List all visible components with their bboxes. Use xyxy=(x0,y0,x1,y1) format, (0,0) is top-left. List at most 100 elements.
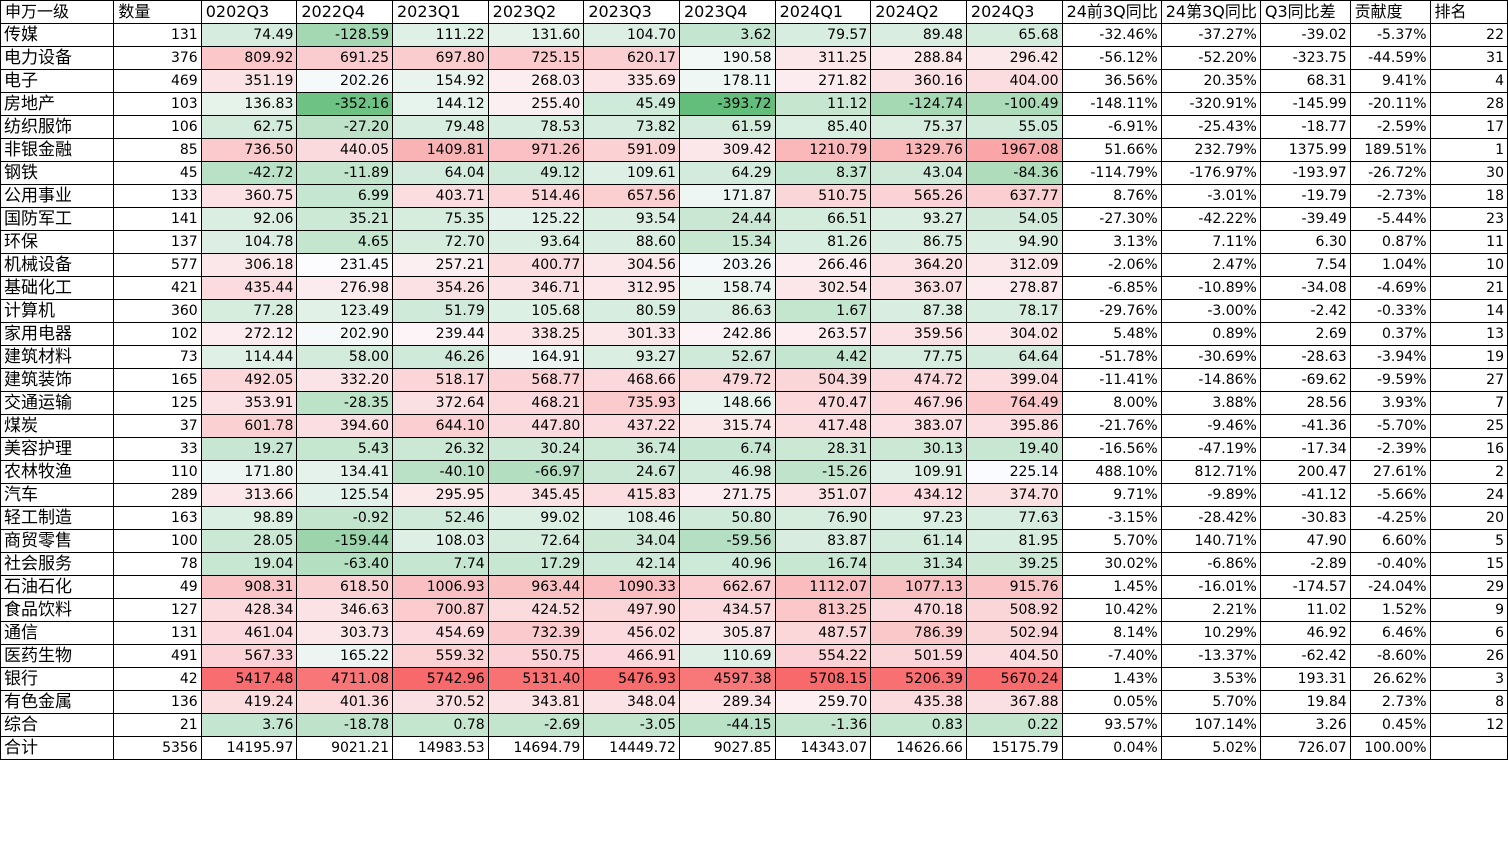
cell-q7[interactable]: 75.37 xyxy=(870,115,967,139)
cell-q5[interactable]: 52.67 xyxy=(678,345,776,369)
cell-contrib[interactable]: 1.04% xyxy=(1349,253,1431,277)
cell-yoy3q[interactable]: -114.79% xyxy=(1061,161,1162,185)
cell-q3[interactable]: 550.75 xyxy=(487,644,585,668)
cell-rank[interactable]: 13 xyxy=(1429,322,1508,346)
cell-q7[interactable]: 87.38 xyxy=(870,299,967,323)
cell-diff[interactable]: -193.97 xyxy=(1259,161,1351,185)
cell-q8[interactable]: 278.87 xyxy=(965,276,1063,300)
cell-rank[interactable]: 19 xyxy=(1429,345,1508,369)
cell-q4[interactable]: 1090.33 xyxy=(583,575,680,599)
cell-diff[interactable]: 6.30 xyxy=(1259,230,1351,254)
cell-contrib[interactable]: -2.39% xyxy=(1349,437,1431,461)
cell-q5[interactable]: 662.67 xyxy=(678,575,776,599)
cell-q3[interactable]: 268.03 xyxy=(487,69,585,93)
cell-q1[interactable]: 401.36 xyxy=(296,690,393,714)
cell-q6[interactable]: 417.48 xyxy=(774,414,872,438)
cell-q7[interactable]: 31.34 xyxy=(870,552,967,576)
cell-q7[interactable]: 43.04 xyxy=(870,161,967,185)
cell-q6[interactable]: 1.67 xyxy=(774,299,872,323)
cell-q4[interactable]: 312.95 xyxy=(583,276,680,300)
cell-rank[interactable]: 1 xyxy=(1429,138,1508,162)
cell-q6[interactable]: 5708.15 xyxy=(774,667,872,691)
cell-q7[interactable]: 565.26 xyxy=(870,184,967,208)
cell-yoy3q[interactable]: 5.70% xyxy=(1061,529,1162,553)
column-header-q8[interactable]: 2024Q3 xyxy=(965,0,1063,24)
cell-count[interactable]: 136 xyxy=(113,690,202,714)
cell-q5[interactable]: 309.42 xyxy=(678,138,776,162)
cell-q8[interactable]: 55.05 xyxy=(965,115,1063,139)
cell-q1[interactable]: -11.89 xyxy=(296,161,393,185)
cell-yoy3q[interactable]: -21.76% xyxy=(1061,414,1162,438)
cell-yoyq3[interactable]: -37.27% xyxy=(1160,23,1261,47)
cell-q8[interactable]: 1967.08 xyxy=(965,138,1063,162)
cell-q1[interactable]: 6.99 xyxy=(296,184,393,208)
cell-yoyq3[interactable]: -6.86% xyxy=(1160,552,1261,576)
cell-count[interactable]: 73 xyxy=(113,345,202,369)
cell-diff[interactable]: 3.26 xyxy=(1259,713,1351,737)
cell-name[interactable]: 银行 xyxy=(0,667,115,691)
cell-q7[interactable]: 364.20 xyxy=(870,253,967,277)
cell-contrib[interactable]: 0.37% xyxy=(1349,322,1431,346)
cell-q5[interactable]: 3.62 xyxy=(678,23,776,47)
cell-diff[interactable]: -174.57 xyxy=(1259,575,1351,599)
cell-q8[interactable]: 65.68 xyxy=(965,23,1063,47)
cell-q0[interactable]: -42.72 xyxy=(200,161,298,185)
cell-q1[interactable]: 134.41 xyxy=(296,460,393,484)
cell-q8[interactable]: -84.36 xyxy=(965,161,1063,185)
cell-q4[interactable]: 437.22 xyxy=(583,414,680,438)
cell-yoyq3[interactable]: -30.69% xyxy=(1160,345,1261,369)
cell-q3[interactable]: 447.80 xyxy=(487,414,585,438)
cell-yoy3q[interactable]: -56.12% xyxy=(1061,46,1162,70)
cell-name[interactable]: 电子 xyxy=(0,69,115,93)
cell-yoyq3[interactable]: -42.22% xyxy=(1160,207,1261,231)
cell-q6[interactable]: 28.31 xyxy=(774,437,872,461)
cell-count[interactable]: 127 xyxy=(113,598,202,622)
cell-q3[interactable]: 424.52 xyxy=(487,598,585,622)
cell-yoyq3[interactable]: -13.37% xyxy=(1160,644,1261,668)
cell-q8[interactable]: 404.00 xyxy=(965,69,1063,93)
cell-yoyq3[interactable]: 7.11% xyxy=(1160,230,1261,254)
cell-q3[interactable]: 732.39 xyxy=(487,621,585,645)
cell-q7[interactable]: 467.96 xyxy=(870,391,967,415)
cell-yoy3q[interactable]: -51.78% xyxy=(1061,345,1162,369)
cell-q4[interactable]: 104.70 xyxy=(583,23,680,47)
cell-q6[interactable]: 83.87 xyxy=(774,529,872,553)
cell-name[interactable]: 有色金属 xyxy=(0,690,115,714)
cell-name[interactable]: 煤炭 xyxy=(0,414,115,438)
cell-yoyq3[interactable]: 5.70% xyxy=(1160,690,1261,714)
cell-count[interactable]: 102 xyxy=(113,322,202,346)
cell-name[interactable]: 家用电器 xyxy=(0,322,115,346)
cell-q7[interactable]: 470.18 xyxy=(870,598,967,622)
cell-yoy3q[interactable]: 30.02% xyxy=(1061,552,1162,576)
cell-yoy3q[interactable]: 1.45% xyxy=(1061,575,1162,599)
cell-diff[interactable]: -41.36 xyxy=(1259,414,1351,438)
cell-contrib[interactable]: -9.59% xyxy=(1349,368,1431,392)
cell-contrib[interactable]: 9.41% xyxy=(1349,69,1431,93)
cell-q3[interactable]: 72.64 xyxy=(487,529,585,553)
cell-count[interactable]: 131 xyxy=(113,621,202,645)
cell-name[interactable]: 机械设备 xyxy=(0,253,115,277)
cell-q2[interactable]: 5742.96 xyxy=(392,667,489,691)
cell-rank[interactable]: 9 xyxy=(1429,598,1508,622)
cell-q3[interactable]: 105.68 xyxy=(487,299,585,323)
cell-q1[interactable]: 276.98 xyxy=(296,276,393,300)
cell-yoyq3[interactable]: 20.35% xyxy=(1160,69,1261,93)
cell-q1[interactable]: 202.90 xyxy=(296,322,393,346)
cell-q1[interactable]: 691.25 xyxy=(296,46,393,70)
cell-q5[interactable]: 50.80 xyxy=(678,506,776,530)
cell-q8[interactable]: 374.70 xyxy=(965,483,1063,507)
cell-yoyq3[interactable]: 107.14% xyxy=(1160,713,1261,737)
cell-contrib[interactable]: 6.60% xyxy=(1349,529,1431,553)
cell-diff[interactable]: -18.77 xyxy=(1259,115,1351,139)
cell-yoyq3[interactable]: 3.88% xyxy=(1160,391,1261,415)
cell-name[interactable]: 环保 xyxy=(0,230,115,254)
cell-q3[interactable]: 963.44 xyxy=(487,575,585,599)
cell-rank[interactable]: 20 xyxy=(1429,506,1508,530)
cell-diff[interactable]: 11.02 xyxy=(1259,598,1351,622)
cell-count[interactable]: 49 xyxy=(113,575,202,599)
cell-count[interactable]: 106 xyxy=(113,115,202,139)
cell-q2[interactable]: 239.44 xyxy=(392,322,489,346)
cell-count[interactable]: 5356 xyxy=(113,736,202,760)
cell-q8[interactable]: 296.42 xyxy=(965,46,1063,70)
cell-contrib[interactable]: -44.59% xyxy=(1349,46,1431,70)
